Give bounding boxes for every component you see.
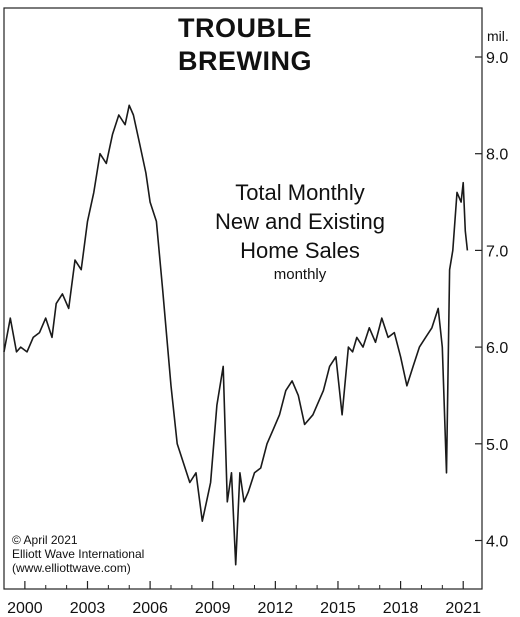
x-tick-label: 2000	[7, 600, 43, 617]
series-line-home-sales	[3, 104, 469, 566]
subtitle-line-3: Home Sales	[240, 238, 360, 263]
credit-line-3: (www.elliottwave.com)	[12, 561, 131, 575]
y-tick-label: 4.0	[486, 534, 508, 551]
y-tick-label: 7.0	[486, 243, 508, 260]
y-tick-label: 9.0	[486, 50, 508, 67]
y-axis: 4.0 5.0 6.0 7.0 8.0 9.0	[475, 50, 508, 551]
x-axis: 2000 2003 2006 2009 2012 2015 2018 2021	[3, 581, 481, 617]
x-tick-label: 2009	[195, 600, 231, 617]
chart-title: TROUBLE BREWING	[120, 12, 370, 78]
chart-title-line-2: BREWING	[178, 46, 312, 76]
chart-title-line-1: TROUBLE	[178, 13, 312, 43]
subtitle-note: monthly	[273, 266, 327, 283]
x-tick-label: 2015	[320, 600, 356, 617]
subtitle-line-2: New and Existing	[215, 209, 385, 234]
y-tick-label: 6.0	[486, 340, 508, 357]
x-tick-label: 2021	[445, 600, 481, 617]
x-tick-label: 2018	[383, 600, 419, 617]
x-tick-label: 2012	[258, 600, 294, 617]
y-tick-label: 5.0	[486, 437, 508, 454]
chart-subtitle: Total Monthly New and Existing Home Sale…	[185, 178, 415, 285]
x-tick-label: 2006	[132, 600, 168, 617]
credit-line-2: Elliott Wave International	[12, 547, 145, 561]
copyright-credit: © April 2021 Elliott Wave International …	[12, 533, 144, 575]
y-tick-label: 8.0	[486, 147, 508, 164]
credit-line-1: © April 2021	[12, 533, 78, 547]
plot-border	[3, 7, 483, 590]
plot-frame	[3, 7, 483, 590]
y-axis-unit-label: mil.	[487, 28, 509, 44]
subtitle-line-1: Total Monthly	[235, 180, 365, 205]
x-tick-label: 2003	[70, 600, 106, 617]
